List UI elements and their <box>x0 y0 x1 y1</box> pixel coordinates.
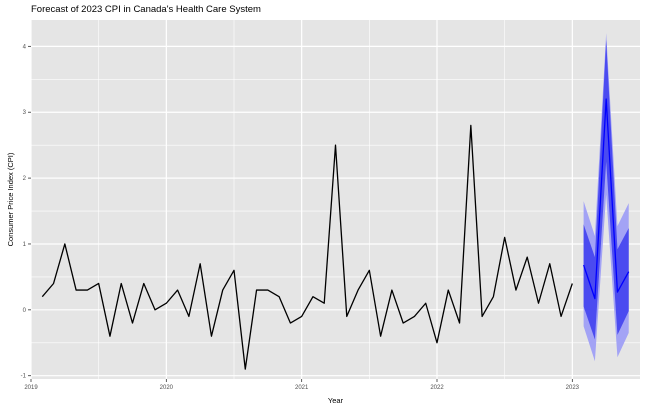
y-tick-label: 0 <box>23 308 27 314</box>
x-tick-label: 2019 <box>24 385 38 391</box>
x-tick-label: 2023 <box>566 385 580 391</box>
y-axis-title: Consumer Price Index (CPI) <box>6 152 15 246</box>
y-tick-label: 3 <box>23 110 27 116</box>
major-gridlines <box>30 20 640 379</box>
y-axis-ticks: -1 0 1 2 3 4 <box>21 44 31 380</box>
chart-title: Forecast of 2023 CPI in Canada's Health … <box>31 4 261 15</box>
x-axis-ticks: 2019 2020 2021 2022 2023 <box>24 379 580 391</box>
x-tick-label: 2020 <box>160 385 174 391</box>
minor-gridlines <box>31 20 640 379</box>
history-line <box>41 124 573 370</box>
x-tick-label: 2022 <box>430 385 444 391</box>
forecast-band-80 <box>583 39 629 340</box>
y-tick-label: 4 <box>23 44 27 50</box>
x-tick-label: 2021 <box>295 385 309 391</box>
y-tick-label: -1 <box>21 374 27 380</box>
y-tick-label: 2 <box>23 176 27 182</box>
y-tick-label: 1 <box>23 242 27 248</box>
x-axis-title: Year <box>328 396 344 405</box>
series-lines <box>41 98 630 370</box>
forecast-mean-line <box>582 98 630 300</box>
forecast-interval-80 <box>583 39 629 340</box>
plot-background <box>31 20 640 379</box>
